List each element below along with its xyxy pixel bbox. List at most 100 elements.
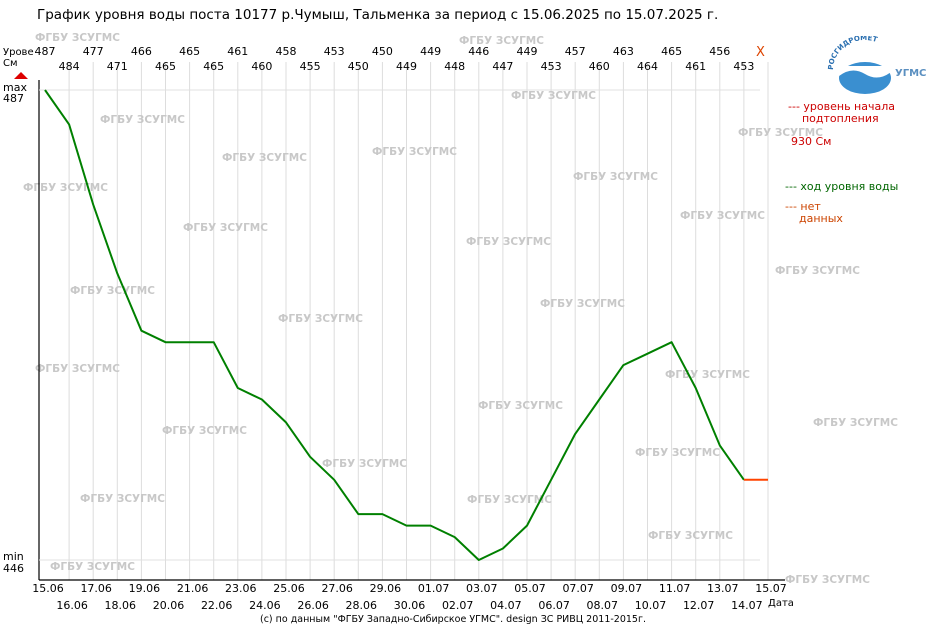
x-tick-label: 12.07 <box>683 599 715 612</box>
logo-name: УГМС <box>895 68 927 79</box>
daily-value-label: 461 <box>685 60 706 73</box>
daily-level-values: 4874844774714664654654654614604584554534… <box>35 45 755 73</box>
watermark-text: ФГБУ ЗСУГМС <box>738 127 823 139</box>
watermark-text: ФГБУ ЗСУГМС <box>540 298 625 310</box>
daily-value-label: 465 <box>155 60 176 73</box>
x-tick-label: 21.06 <box>177 582 209 595</box>
watermark-text: ФГБУ ЗСУГМС <box>648 530 733 542</box>
watermarks: ФГБУ ЗСУГМС ФГБУ ЗСУГМС ФГБУ ЗСУГМС ФГБУ ЗС… <box>23 32 898 586</box>
daily-value-label: 453 <box>733 60 754 73</box>
x-tick-label: 07.07 <box>562 582 594 595</box>
daily-value-label: 463 <box>613 45 634 58</box>
x-tick-label: 04.07 <box>490 599 522 612</box>
daily-value-label: 465 <box>203 60 224 73</box>
daily-value-label: 453 <box>324 45 345 58</box>
x-tick-label: 20.06 <box>153 599 185 612</box>
daily-value-label: 460 <box>589 60 610 73</box>
watermark-text: ФГБУ ЗСУГМС <box>665 369 750 381</box>
daily-value-label: 449 <box>517 45 538 58</box>
legend-water-level: --- ход уровня воды <box>785 180 899 193</box>
watermark-text: ФГБУ ЗСУГМС <box>35 32 120 44</box>
watermark-text: ФГБУ ЗСУГМС <box>372 146 457 158</box>
watermark-text: ФГБУ ЗСУГМС <box>680 210 765 222</box>
daily-value-label: 450 <box>348 60 369 73</box>
watermark-text: ФГБУ ЗСУГМС <box>813 417 898 429</box>
x-tick-label: 13.07 <box>707 582 739 595</box>
daily-value-label: 477 <box>83 45 104 58</box>
daily-value-label: 455 <box>300 60 321 73</box>
watermark-text: ФГБУ ЗСУГМС <box>775 265 860 277</box>
max-label: max <box>3 81 27 94</box>
y-unit-label: См <box>3 58 18 69</box>
x-tick-label: 01.07 <box>418 582 450 595</box>
daily-value-label: 464 <box>637 60 658 73</box>
watermark-text: ФГБУ ЗСУГМС <box>573 171 658 183</box>
x-tick-label: 28.06 <box>346 599 378 612</box>
legend-no-data: --- нет данных <box>785 200 843 225</box>
x-tick-label: 08.07 <box>587 599 619 612</box>
watermark-text: ФГБУ ЗСУГМС <box>466 236 551 248</box>
daily-value-label: 449 <box>420 45 441 58</box>
x-tick-label: 15.06 <box>32 582 64 595</box>
min-label: min <box>3 550 24 563</box>
watermark-text: ФГБУ ЗСУГМС <box>511 90 596 102</box>
watermark-text: ФГБУ ЗСУГМС <box>635 447 720 459</box>
daily-value-label: 460 <box>251 60 272 73</box>
daily-value-label: 487 <box>35 45 56 58</box>
daily-value-label: 456 <box>709 45 730 58</box>
daily-value-label: 466 <box>131 45 152 58</box>
x-tick-label: 22.06 <box>201 599 233 612</box>
daily-value-label: 458 <box>276 45 297 58</box>
daily-value-label: 446 <box>468 45 489 58</box>
min-value: 446 <box>3 562 24 575</box>
close-mark[interactable]: X <box>756 45 765 60</box>
daily-value-label: 471 <box>107 60 128 73</box>
y-unit-label: Урове <box>3 47 34 58</box>
x-tick-label: 19.06 <box>129 582 161 595</box>
rosgidromet-logo-icon: РОСГИДРОМЕТ <box>827 36 891 94</box>
x-unit-label: Дата <box>768 598 794 609</box>
daily-value-label: 449 <box>396 60 417 73</box>
series-lines <box>44 89 768 561</box>
x-tick-label: 23.06 <box>225 582 257 595</box>
watermark-text: ФГБУ ЗСУГМС <box>322 458 407 470</box>
watermark-text: ФГБУ ЗСУГМС <box>183 222 268 234</box>
daily-value-label: 461 <box>227 45 248 58</box>
daily-value-label: 457 <box>565 45 586 58</box>
watermark-text: ФГБУ ЗСУГМС <box>222 152 307 164</box>
x-tick-label: 14.07 <box>731 599 763 612</box>
max-value: 487 <box>3 92 24 105</box>
x-tick-labels: 15.06 16.06 17.06 18.06 19.06 20.06 21.06 22.06… <box>32 582 787 612</box>
watermark-text: ФГБУ ЗСУГМС <box>50 561 135 573</box>
x-tick-label: 10.07 <box>635 599 667 612</box>
max-marker-icon <box>14 72 28 79</box>
watermark-text: ФГБУ ЗСУГМС <box>162 425 247 437</box>
watermark-text: ФГБУ ЗСУГМС <box>80 493 165 505</box>
watermark-text: ФГБУ ЗСУГМС <box>478 400 563 412</box>
watermark-text: ФГБУ ЗСУГМС <box>785 574 870 586</box>
copyright-footer: (с) по данным "ФГБУ Западно-Сибирское УГ… <box>260 614 646 625</box>
x-tick-label: 24.06 <box>249 599 281 612</box>
watermark-text: ФГБУ ЗСУГМС <box>467 494 552 506</box>
watermark-text: ФГБУ ЗСУГМС <box>278 313 363 325</box>
watermark-text: ФГБУ ЗСУГМС <box>100 114 185 126</box>
x-tick-label: 03.07 <box>466 582 498 595</box>
x-tick-label: 27.06 <box>321 582 353 595</box>
x-tick-label: 26.06 <box>297 599 329 612</box>
x-tick-label: 11.07 <box>659 582 691 595</box>
vertical-grid <box>68 62 769 580</box>
water-level-line <box>44 89 745 561</box>
x-tick-label: 17.06 <box>80 582 112 595</box>
legend-flood-level: --- уровень начала подтопления <box>788 100 895 125</box>
x-tick-label: 05.07 <box>514 582 546 595</box>
daily-value-label: 465 <box>661 45 682 58</box>
x-tick-label: 25.06 <box>273 582 305 595</box>
daily-value-label: 453 <box>541 60 562 73</box>
watermark-text: ФГБУ ЗСУГМС <box>70 285 155 297</box>
x-tick-label: 06.07 <box>538 599 570 612</box>
x-tick-label: 09.07 <box>611 582 643 595</box>
daily-value-label: 465 <box>179 45 200 58</box>
daily-value-label: 448 <box>444 60 465 73</box>
